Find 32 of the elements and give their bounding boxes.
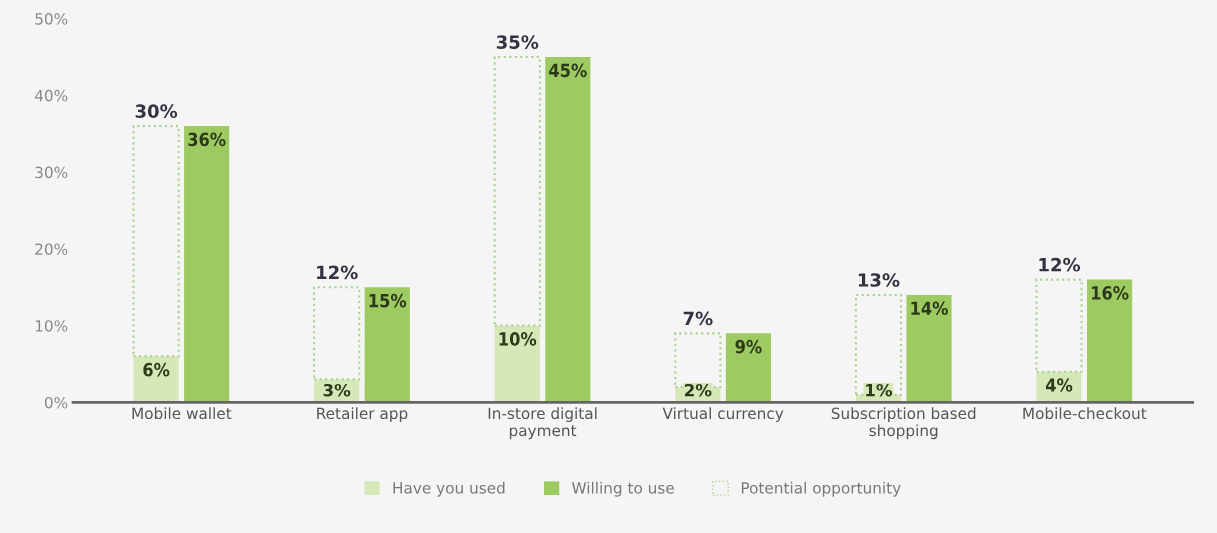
data-label: 14% bbox=[911, 301, 948, 316]
x-tick-label: Mobile wallet bbox=[132, 407, 232, 420]
x-tick-label: Retailer app bbox=[317, 407, 408, 423]
legend-label: Willing to use bbox=[572, 481, 674, 497]
legend-label: Potential opportunity bbox=[741, 481, 901, 497]
data-label: 45% bbox=[549, 63, 587, 78]
data-label: 6% bbox=[143, 362, 170, 377]
data-label: 16% bbox=[1091, 286, 1129, 300]
y-tick-label: 0% bbox=[44, 396, 68, 409]
data-label: 30% bbox=[135, 104, 178, 118]
data-label: 3% bbox=[323, 383, 351, 397]
data-label: 9% bbox=[735, 339, 762, 354]
x-tick-label: Subscription based shopping bbox=[831, 407, 976, 440]
data-label: 12% bbox=[1039, 257, 1081, 272]
data-label: 10% bbox=[499, 332, 537, 346]
data-label: 7% bbox=[683, 311, 713, 326]
data-label: 15% bbox=[369, 293, 407, 308]
y-tick-label: 50% bbox=[35, 13, 68, 25]
data-label: 4% bbox=[1045, 378, 1073, 392]
x-tick-label: In-store digital payment bbox=[488, 407, 597, 440]
data-label: 1% bbox=[866, 383, 893, 397]
x-tick-label: Mobile-checkout bbox=[1023, 407, 1147, 420]
x-tick-label: Virtual currency bbox=[662, 407, 784, 423]
y-tick-label: 30% bbox=[35, 166, 68, 179]
y-tick-label: 10% bbox=[35, 320, 68, 332]
data-label: 36% bbox=[188, 132, 226, 147]
y-tick-label: 40% bbox=[34, 89, 68, 102]
data-label: 35% bbox=[496, 35, 539, 49]
legend-label: Have you used bbox=[393, 481, 505, 497]
y-tick-label: 20% bbox=[35, 243, 68, 255]
data-label: 12% bbox=[317, 265, 358, 280]
data-label: 13% bbox=[858, 273, 900, 287]
